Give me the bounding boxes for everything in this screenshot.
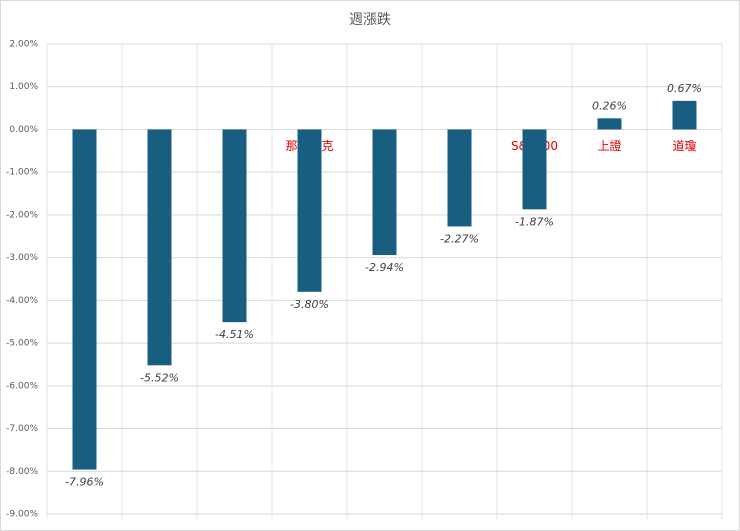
bar xyxy=(522,129,547,210)
value-label: -4.51% xyxy=(215,328,254,341)
x-tick-label: 道瓊 xyxy=(672,138,696,153)
value-label: 0.26% xyxy=(592,99,627,112)
y-tick-label: -6.00% xyxy=(6,381,38,391)
value-label: -2.94% xyxy=(365,261,404,274)
bar xyxy=(447,129,472,227)
y-tick-label: -1.00% xyxy=(6,168,38,178)
y-tick-label: -2.00% xyxy=(6,210,38,220)
y-tick-label: -5.00% xyxy=(6,339,38,349)
bar xyxy=(597,118,622,130)
y-tick-label: 1.00% xyxy=(9,82,38,92)
y-tick-label: 0.00% xyxy=(9,125,38,135)
y-tick-label: -9.00% xyxy=(6,510,38,520)
y-tick-label: -4.00% xyxy=(6,296,38,306)
bar xyxy=(297,129,322,292)
bar xyxy=(672,100,697,130)
chart-title: 週漲跌 xyxy=(349,12,391,28)
y-tick-label: -3.00% xyxy=(6,253,38,263)
value-label: -3.80% xyxy=(290,298,329,311)
bar xyxy=(72,129,97,470)
value-label: -5.52% xyxy=(140,371,179,384)
x-tick-label: 上證 xyxy=(597,138,621,153)
value-label: -2.27% xyxy=(440,232,479,245)
value-label: 0.67% xyxy=(667,82,702,95)
y-tick-label: -7.00% xyxy=(6,424,38,434)
bar xyxy=(222,129,247,323)
y-tick-label: -8.00% xyxy=(6,467,38,477)
bar xyxy=(372,129,397,256)
value-label: -1.87% xyxy=(515,215,554,228)
value-label: -7.96% xyxy=(65,476,104,489)
bar xyxy=(147,129,172,366)
y-tick-label: 2.00% xyxy=(9,40,38,50)
